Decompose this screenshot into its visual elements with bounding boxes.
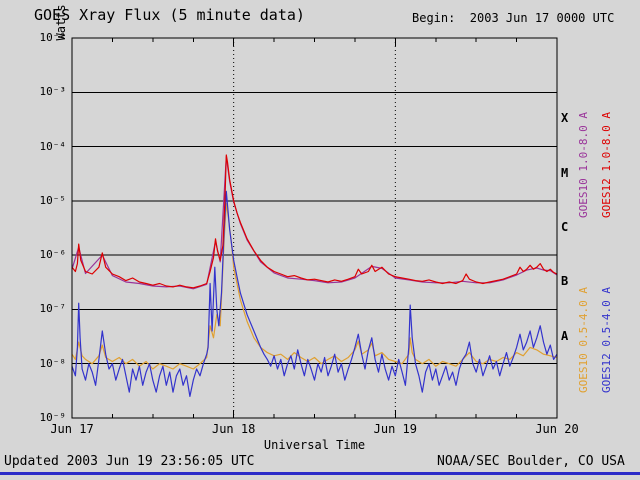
y-tick-label: 10⁻³ (39, 85, 67, 99)
series-goes12-0-5-4-0-a (72, 190, 557, 397)
flare-class-label-x: X (561, 111, 569, 126)
updated-timestamp: Updated 2003 Jun 19 23:56:05 UTC (4, 454, 255, 469)
legend-goes12-0-5-4-0-a: GOES12 0.5-4.0 A (600, 287, 613, 393)
legend-goes10-0-5-4-0-a: GOES10 0.5-4.0 A (577, 287, 590, 393)
x-axis-title: Universal Time (263, 438, 366, 452)
y-tick-label: 10⁻⁶ (39, 248, 67, 262)
y-tick-label: 10⁻⁷ (39, 302, 67, 316)
y-tick-label: 10⁻⁵ (39, 193, 67, 207)
x-tick-label: Jun 18 (211, 422, 256, 436)
plot-border (71, 37, 558, 419)
y-tick-label: 10⁻⁸ (39, 356, 67, 370)
y-tick-label: 10⁻⁹ (39, 411, 67, 424)
series-goes10-0-5-4-0-a (72, 202, 557, 370)
chart-overlay: GOES Xray Flux (5 minute data) Begin: 20… (0, 0, 640, 469)
flare-class-label-a: A (561, 328, 569, 343)
flare-class-label-c: C (561, 220, 569, 234)
y-tick-label: 10⁻² (39, 31, 67, 44)
x-tick-label: Jun 17 (50, 422, 94, 436)
x-tick-label: Jun 19 (373, 422, 418, 436)
begin-time-label: Begin: 2003 Jun 17 0000 UTC (412, 11, 615, 25)
y-tick-label: 10⁻⁴ (39, 139, 67, 153)
page-title: GOES Xray Flux (5 minute data) (34, 6, 305, 24)
series-goes12-1-0-8-0-a (72, 154, 557, 289)
horizontal-gridlines (72, 91, 557, 365)
flare-class-label-m: M (561, 165, 569, 180)
legend-goes10-1-0-8-0-a: GOES10 1.0-8.0 A (577, 112, 590, 218)
flare-class-label-b: B (561, 274, 569, 289)
series-goes10-1-0-8-0-a (72, 156, 557, 290)
credit-label: NOAA/SEC Boulder, CO USA (437, 454, 625, 469)
axis-ticks (111, 38, 518, 418)
bottom-divider (0, 472, 640, 475)
day-boundary-gridlines (233, 38, 396, 418)
legend-goes12-1-0-8-0-a: GOES12 1.0-8.0 A (600, 112, 613, 218)
x-tick-label: Jun 20 (535, 422, 579, 436)
